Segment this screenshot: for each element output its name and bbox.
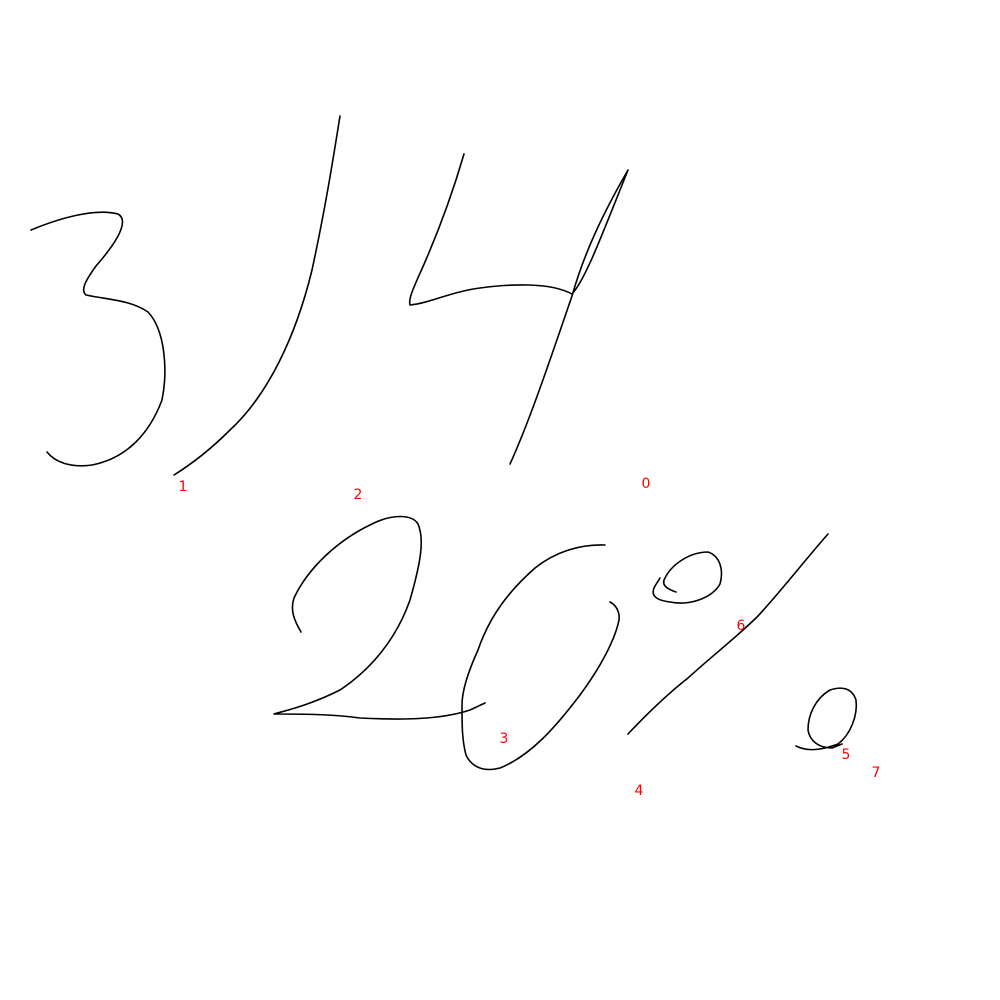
stroke-label-3: 3 bbox=[500, 731, 509, 747]
stroke-path-4 bbox=[461, 544, 620, 771]
stroke-path-5 bbox=[795, 687, 858, 751]
stroke-path-6 bbox=[652, 551, 723, 604]
stroke-path-0 bbox=[408, 153, 629, 465]
stroke-label-2: 2 bbox=[354, 487, 363, 503]
stroke-path-1 bbox=[30, 211, 166, 467]
stroke-path-2 bbox=[173, 115, 341, 476]
stroke-label-5: 5 bbox=[842, 747, 851, 763]
stroke-label-7: 7 bbox=[872, 765, 881, 781]
stroke-label-6: 6 bbox=[737, 618, 746, 634]
stroke-path-7 bbox=[627, 533, 829, 735]
stroke-path-3 bbox=[273, 515, 486, 720]
stroke-label-1: 1 bbox=[179, 479, 188, 495]
stroke-label-4: 4 bbox=[635, 783, 644, 799]
stroke-label-0: 0 bbox=[642, 476, 651, 492]
